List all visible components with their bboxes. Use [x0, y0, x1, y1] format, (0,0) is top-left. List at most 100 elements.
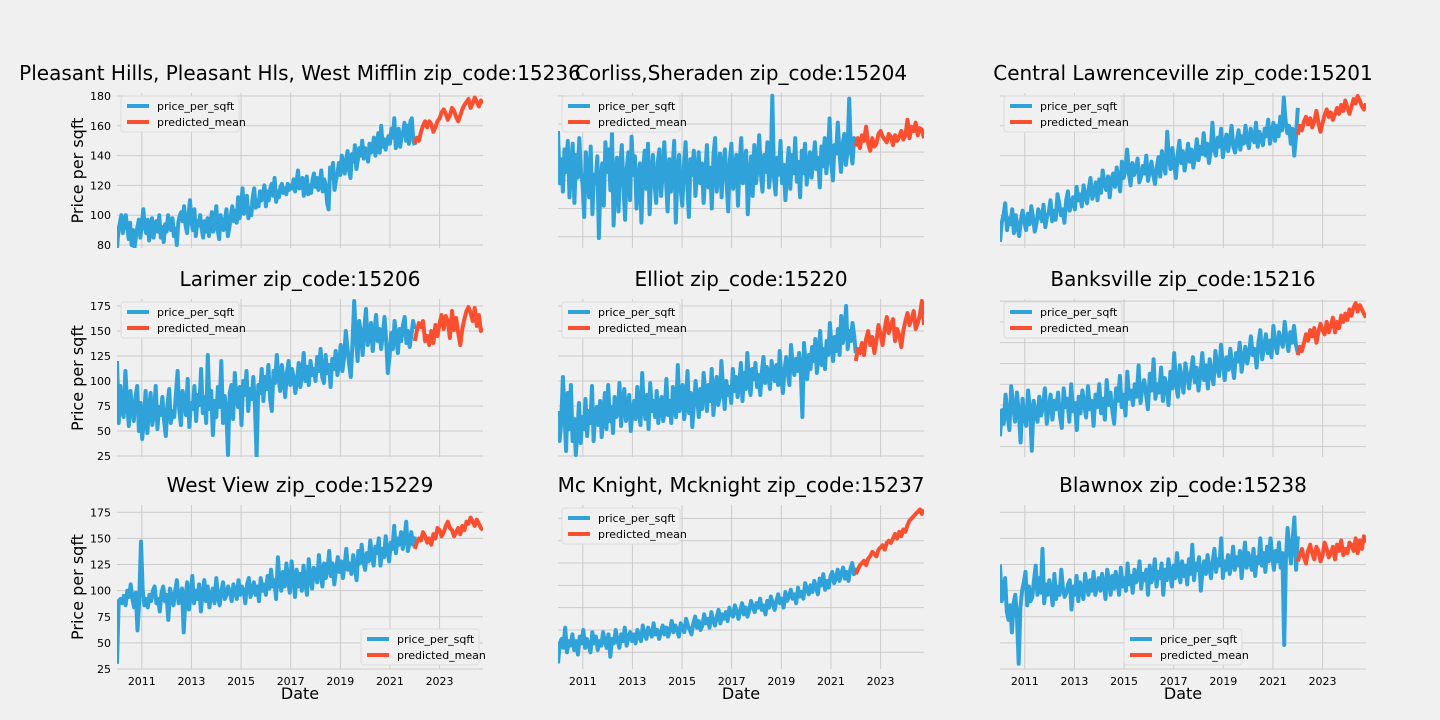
series-line-predicted-mean [853, 507, 924, 576]
y-tick-label: 150 [90, 325, 111, 338]
series-group [117, 95, 483, 248]
x-tick-label: 2023 [426, 675, 454, 688]
chart-panel-6: Banksville zip_code:15216 price_per_sqftp… [1000, 267, 1366, 457]
y-tick-label: 160 [90, 120, 111, 133]
chart-panel-1: 80 100 120 140 160 180 Pleasant Hills, Pleasan… [19, 61, 581, 252]
x-axis-label: Date [722, 684, 760, 703]
chart-panel-7: 25 50 75 100 125 150 175 2011 2013 2015 2017 2019 20… [68, 473, 486, 703]
series-line-predicted-mean [853, 299, 924, 362]
legend-box [561, 507, 681, 545]
legend-box [1003, 95, 1123, 133]
chart-panel-5: Elliot zip_code:15220 price_per_sqftpredi… [558, 267, 924, 457]
series-line-price-per-sqft [558, 304, 858, 457]
chart-panel-9: 2011 2013 2015 2017 2019 2021 2023 Blawnox zip_… [1000, 473, 1366, 703]
legend: price_per_sqft predicted_mean [120, 301, 246, 339]
x-tick-label: 2019 [767, 675, 795, 688]
y-tick-label: 175 [90, 300, 111, 313]
y-tick-label: 50 [97, 637, 111, 650]
y-tick-label: 175 [90, 506, 111, 519]
series-group [1000, 301, 1366, 453]
series-group [1000, 515, 1366, 666]
x-tick-label: 2017 [718, 675, 746, 688]
x-tick-label: 2011 [128, 675, 156, 688]
chart-title: Central Lawrenceville zip_code:15201 [993, 61, 1373, 85]
legend-box [1123, 628, 1243, 666]
series-line-predicted-mean [853, 117, 924, 153]
x-tick-label: 2019 [326, 675, 354, 688]
chart-title: Blawnox zip_code:15238 [1059, 473, 1307, 497]
x-tick-label: 2015 [227, 675, 255, 688]
series-line-price-per-sqft [117, 116, 417, 248]
legend-label: price_per_sqft [397, 633, 475, 646]
x-tick-label: 2017 [1160, 675, 1188, 688]
series-group [117, 299, 483, 457]
legend-label: price_per_sqft [598, 512, 676, 525]
y-axis-label: Price per sqft [68, 118, 87, 224]
x-axis-label: Date [281, 684, 319, 703]
y-tick-label: 125 [90, 350, 111, 363]
y-axis-label: Price per sqft [68, 534, 87, 640]
chart-panel-8: 2011 2013 2015 2017 2019 2021 2023 Mc Knight, M… [558, 473, 925, 703]
legend-box [561, 95, 681, 133]
legend-label: price_per_sqft [157, 100, 235, 113]
legend-label: price_per_sqft [598, 306, 676, 319]
y-tick-label: 150 [90, 532, 111, 545]
series-line-predicted-mean [412, 95, 483, 145]
legend: price_per_sqft predicted_mean [561, 95, 687, 133]
series-line-price-per-sqft [1000, 319, 1300, 453]
legend-label: predicted_mean [598, 528, 687, 541]
series-line-predicted-mean [1295, 534, 1366, 566]
legend-box [120, 301, 240, 339]
chart-title: Pleasant Hills, Pleasant Hls, West Miffl… [19, 61, 581, 85]
series-line-price-per-sqft [1000, 95, 1300, 243]
y-tick-label: 75 [97, 611, 111, 624]
legend-label: price_per_sqft [598, 100, 676, 113]
chart-title: West View zip_code:15229 [167, 473, 434, 497]
legend: price_per_sqft predicted_mean [1123, 628, 1249, 666]
x-tick-label: 2011 [569, 675, 597, 688]
series-line-price-per-sqft [117, 519, 417, 664]
y-tick-label: 50 [97, 425, 111, 438]
series-line-predicted-mean [412, 305, 483, 347]
legend: price_per_sqft predicted_mean [561, 507, 687, 545]
x-tick-label: 2015 [668, 675, 696, 688]
legend-box [120, 95, 240, 133]
legend-label: price_per_sqft [1040, 100, 1118, 113]
chart-panel-4: 25 50 75 100 125 150 175 Larimer zip_code:15206… [68, 267, 483, 463]
chart-panel-3: Central Lawrenceville zip_code:15201pric… [993, 61, 1373, 248]
legend-label: predicted_mean [157, 322, 246, 335]
series-line-predicted-mean [1295, 94, 1366, 136]
x-tick-label: 2013 [618, 675, 646, 688]
x-tick-label: 2021 [1259, 675, 1287, 688]
y-tick-label: 100 [90, 375, 111, 388]
legend-label: predicted_mean [598, 322, 687, 335]
series-line-price-per-sqft [117, 299, 417, 457]
series-group [558, 93, 924, 241]
legend: price_per_sqft predicted_mean [1003, 301, 1129, 339]
series-group [117, 515, 483, 664]
series-line-price-per-sqft [558, 561, 858, 664]
y-tick-label: 100 [90, 585, 111, 598]
series-line-price-per-sqft [558, 93, 858, 241]
chart-panel-2: Corliss,Sheraden zip_code:15204 price_per… [558, 61, 924, 248]
legend-box [360, 628, 480, 666]
y-tick-label: 75 [97, 400, 111, 413]
x-axis-label: Date [1164, 684, 1202, 703]
series-line-predicted-mean [1295, 301, 1366, 356]
chart-title: Elliot zip_code:15220 [634, 267, 847, 291]
y-axis-label: Price per sqft [68, 325, 87, 431]
y-tick-label: 25 [97, 663, 111, 676]
y-tick-label: 80 [97, 239, 111, 252]
legend-label: predicted_mean [397, 649, 486, 662]
series-line-price-per-sqft [1000, 515, 1300, 666]
series-line-predicted-mean [412, 515, 483, 550]
series-group [558, 299, 924, 457]
y-tick-label: 180 [90, 90, 111, 103]
legend: price_per_sqft predicted_mean [1003, 95, 1129, 133]
chart-title: Corliss,Sheraden zip_code:15204 [575, 61, 907, 85]
legend-label: price_per_sqft [1160, 633, 1238, 646]
legend-box [1003, 301, 1123, 339]
x-tick-label: 2011 [1011, 675, 1039, 688]
chart-title: Larimer zip_code:15206 [180, 267, 421, 291]
legend: price_per_sqft predicted_mean [360, 628, 486, 666]
